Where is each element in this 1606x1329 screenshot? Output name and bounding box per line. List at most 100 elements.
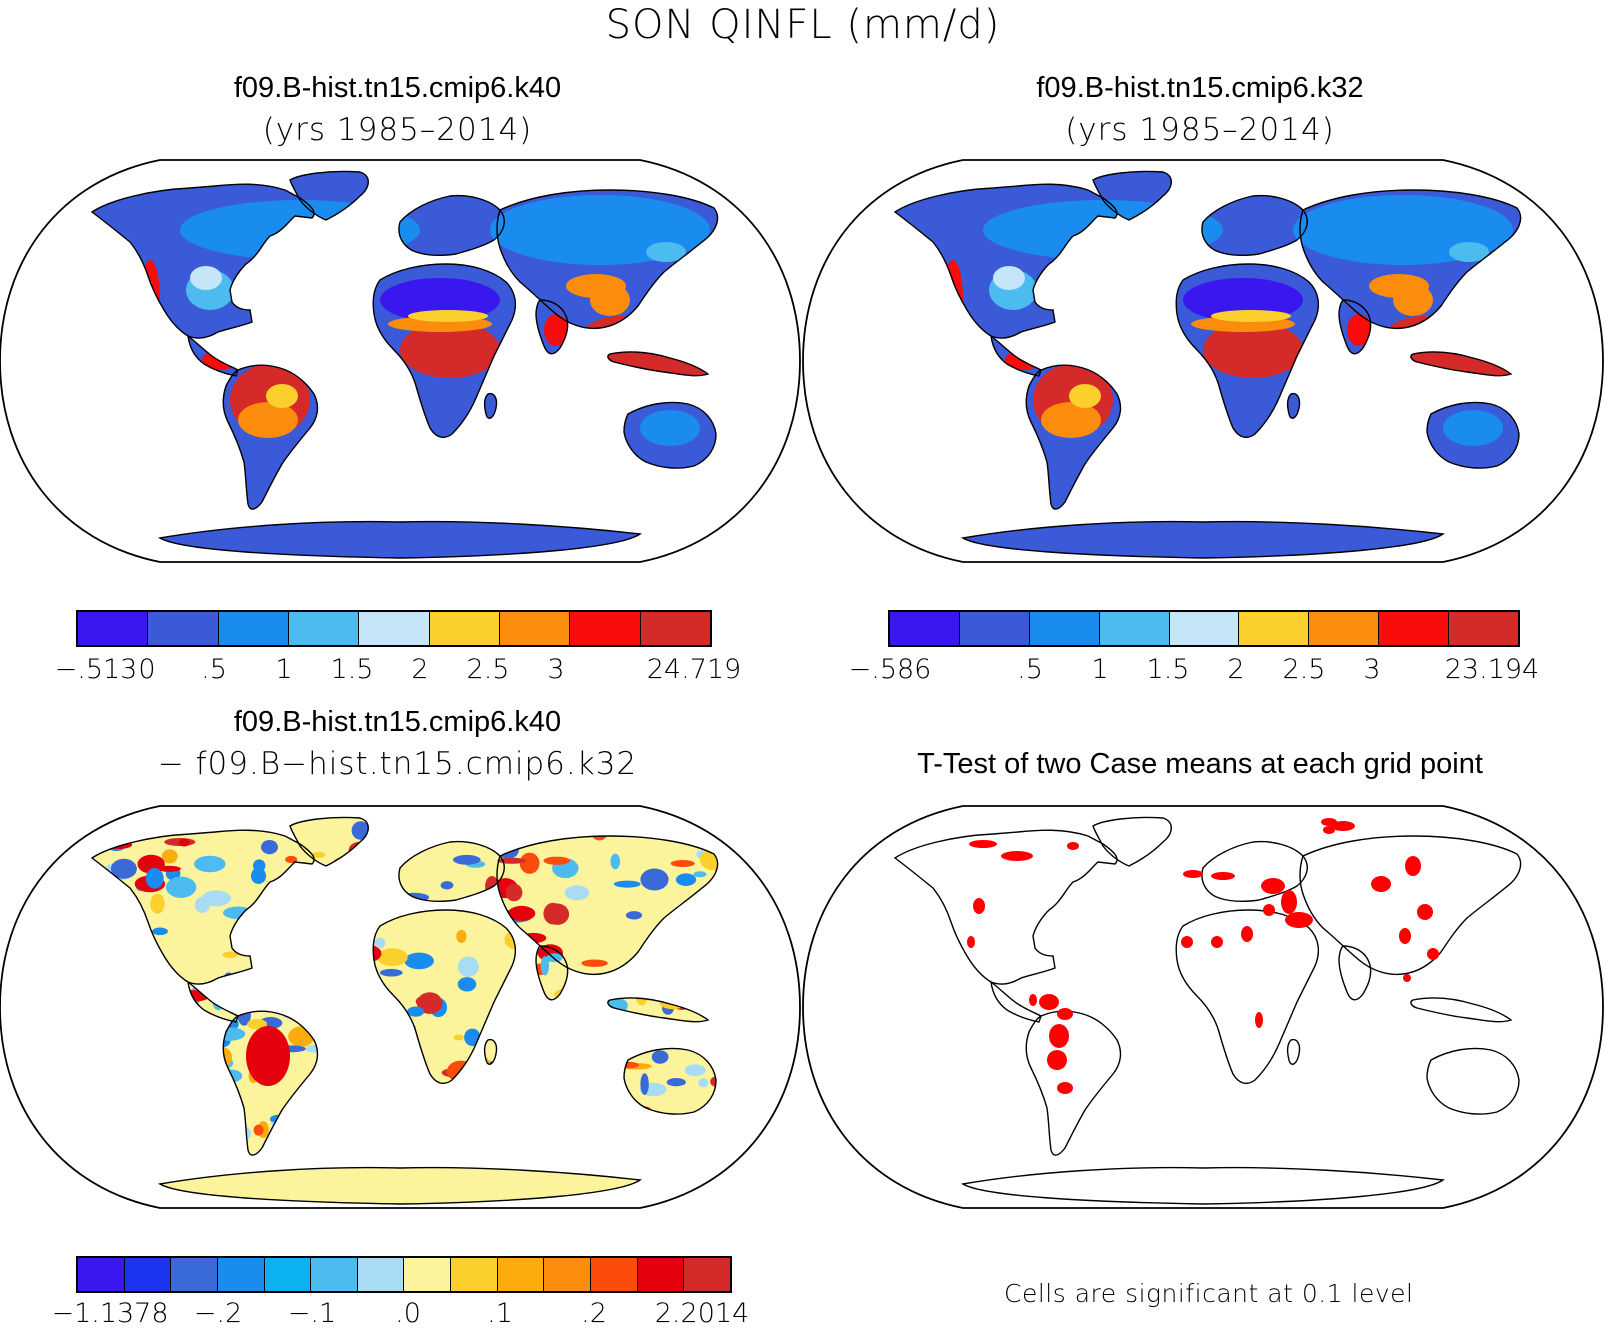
significant-cell	[1001, 851, 1033, 861]
significant-cell	[1039, 994, 1059, 1010]
significant-cell	[1263, 904, 1275, 916]
field-patch	[145, 868, 164, 889]
colorbar-tick-label: .5	[201, 654, 227, 685]
coastlines	[893, 816, 1522, 1205]
field-patch	[1203, 322, 1303, 378]
field-patch	[457, 977, 477, 992]
colorbar-cell	[591, 1258, 638, 1291]
colorbar-tick-label: 2	[1227, 654, 1245, 685]
field-patch	[246, 1026, 290, 1086]
colorbar-cell	[78, 612, 149, 645]
significant-cell	[969, 840, 997, 848]
significant-cell	[1321, 818, 1337, 826]
colorbar-cell	[959, 612, 1030, 645]
field-patch	[311, 851, 326, 858]
colorbar-cell	[544, 1258, 592, 1291]
field-patch	[543, 902, 563, 925]
significant-cell	[1323, 826, 1335, 834]
significant-cell	[1211, 936, 1223, 948]
colorbar-tick-label: 1	[1091, 654, 1109, 685]
panel-1-title: f09.B-hist.tn15.cmip6.k40	[233, 72, 562, 104]
field-patch	[253, 1124, 264, 1136]
map-panel-case2	[802, 159, 1604, 563]
colorbar-case1	[76, 610, 712, 647]
field-patch	[1041, 402, 1101, 438]
colorbar-cell	[890, 612, 960, 645]
colorbar-tick-label: −.513	[54, 654, 138, 685]
significant-cell	[1067, 842, 1079, 850]
field-patch	[407, 1006, 425, 1017]
field-patch	[374, 937, 386, 949]
colorbar-tick-label: .2	[581, 1298, 607, 1329]
field-patch	[1069, 384, 1101, 408]
field-patch	[670, 860, 695, 867]
significant-cell	[1183, 870, 1203, 878]
field-patch	[161, 849, 178, 864]
colorbar-tick-label: −.586	[848, 654, 932, 685]
colorbar-tick-label: 1.5	[1146, 654, 1190, 685]
colorbar-cell	[1099, 612, 1170, 645]
field-patch	[453, 854, 481, 865]
significant-cell	[1281, 890, 1297, 914]
field-patch	[194, 855, 226, 873]
significant-cell	[1371, 876, 1391, 892]
field-patch	[1449, 242, 1489, 262]
field-patch	[613, 880, 641, 888]
field-patch	[404, 952, 434, 970]
figure-title: SON QINFL (mm/d)	[605, 2, 1001, 48]
field-patch	[453, 1034, 464, 1041]
significant-cell	[1405, 856, 1421, 876]
field-patch	[379, 968, 403, 977]
colorbar-cell	[359, 612, 430, 645]
colorbar-tick-label: 24.719	[646, 654, 742, 685]
colorbar-tick-label: 3	[547, 654, 565, 685]
field-patch	[544, 314, 568, 346]
colorbar-tick-label: 2.2014	[654, 1298, 750, 1329]
field-patch	[684, 1064, 706, 1077]
colorbar-cell	[497, 1258, 545, 1291]
field-patch	[457, 956, 479, 977]
field-patch	[261, 840, 278, 855]
colorbar-cell	[288, 612, 360, 645]
colorbar-cell	[1309, 612, 1380, 645]
field-patch	[440, 881, 454, 890]
field-patch	[540, 956, 550, 976]
significant-cell	[1181, 936, 1193, 948]
map-panel-difference	[0, 805, 801, 1209]
panel-3-subtitle: − f09.B−hist.tn15.cmip6.k32	[157, 746, 638, 782]
significant-cell	[1241, 926, 1253, 942]
field-patch	[564, 885, 590, 901]
field-patch	[497, 857, 526, 864]
colorbar-cell	[1239, 612, 1310, 645]
colorbar-tick-label: .0	[395, 1298, 421, 1329]
field-patch	[400, 322, 500, 378]
field-patch	[377, 948, 408, 967]
colorbar-cell	[1029, 612, 1100, 645]
colorbar-tick-label: 2	[411, 654, 429, 685]
colorbar-tick-label: .1	[487, 1298, 513, 1329]
field-patch	[698, 1078, 709, 1088]
field-patch	[408, 310, 488, 322]
colorbar-cell	[148, 612, 219, 645]
significant-cell	[1285, 912, 1313, 928]
panel-2-subtitle: (yrs 1985–2014)	[1065, 112, 1335, 148]
map-panel-case1	[0, 159, 801, 563]
colorbar-tick-label: 3	[1363, 654, 1381, 685]
colorbar-cell	[171, 1258, 218, 1291]
colorbar-tick-label: 2.5	[1282, 654, 1326, 685]
field-patch	[110, 858, 137, 879]
field-patch	[640, 410, 700, 446]
field-patch	[581, 959, 608, 967]
significant-cell	[1029, 994, 1037, 1006]
colorbar-case2	[888, 610, 1520, 647]
panel-3-title: f09.B-hist.tn15.cmip6.k40	[233, 706, 562, 738]
colorbar-cell	[78, 1258, 125, 1291]
field-patch	[651, 1050, 669, 1064]
field-patch	[625, 911, 643, 920]
field-patch	[699, 848, 718, 871]
significant-cell	[1399, 928, 1411, 944]
colorbar-tick-label: 23.194	[1444, 654, 1540, 685]
significant-cell	[1403, 974, 1411, 982]
colorbar-cell	[1169, 612, 1240, 645]
colorbar-cell	[684, 1258, 730, 1291]
